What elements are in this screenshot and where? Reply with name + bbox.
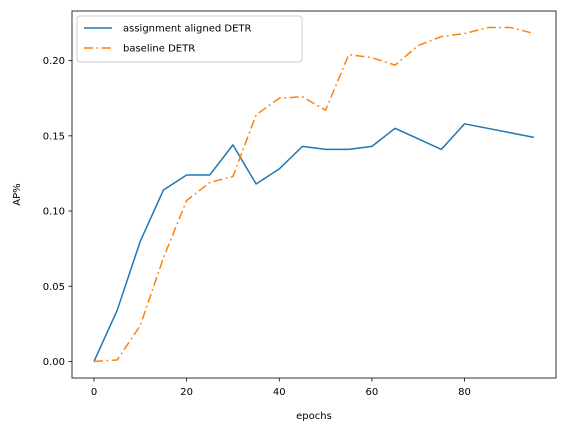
y-axis-label: AP% <box>12 183 23 205</box>
x-axis-label: epochs <box>296 411 332 422</box>
y-tick-label: 0.05 <box>43 282 65 293</box>
x-tick-label: 20 <box>180 387 193 398</box>
legend-label-2: baseline DETR <box>123 44 195 55</box>
legend-label-1: assignment aligned DETR <box>123 24 252 35</box>
y-tick-label: 0.10 <box>43 207 65 218</box>
series-line-2 <box>93 26 535 363</box>
legend-box <box>76 15 303 63</box>
y-tick-label: 0.20 <box>43 56 65 67</box>
y-axis: 0.00 0.05 0.10 0.15 0.20 <box>43 56 72 368</box>
y-tick-label: 0.00 <box>43 357 65 368</box>
plot-frame <box>71 10 557 379</box>
x-tick-label: 40 <box>273 387 286 398</box>
x-tick-label: 80 <box>458 387 471 398</box>
series-line-1 <box>93 123 535 362</box>
y-tick-label: 0.15 <box>43 131 65 142</box>
legend: assignment aligned DETR baseline DETR <box>76 15 303 63</box>
x-tick-label: 0 <box>91 387 97 398</box>
x-tick-label: 60 <box>366 387 379 398</box>
x-axis: 0 20 40 60 80 <box>91 378 471 398</box>
